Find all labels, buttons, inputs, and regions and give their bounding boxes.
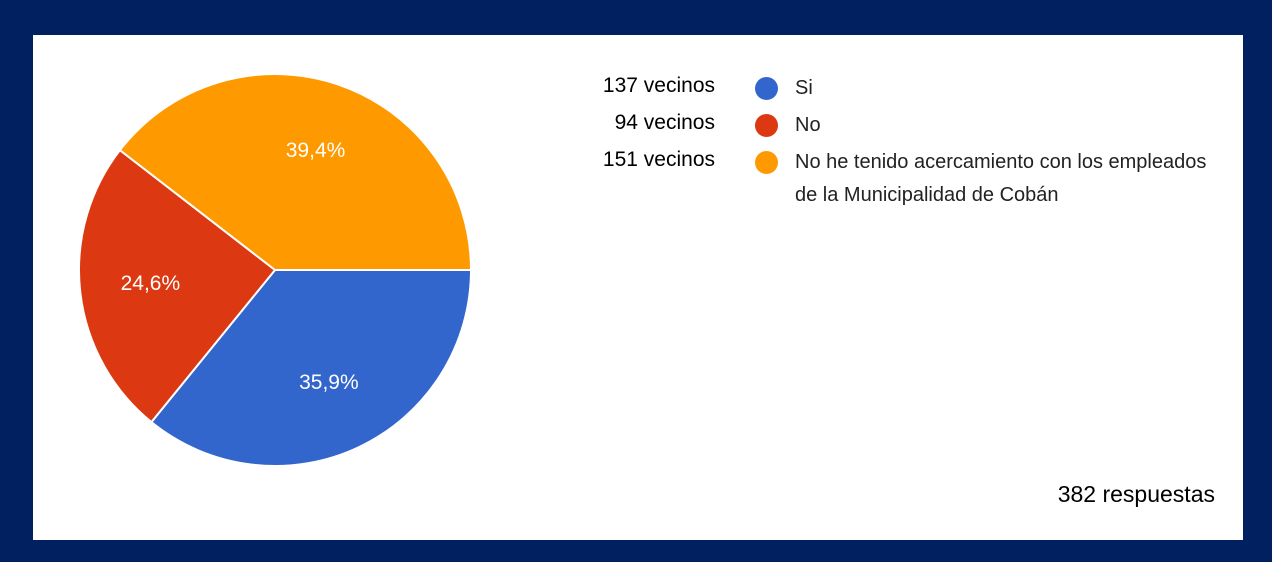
count-no-acercamiento: 151 vecinos (602, 148, 715, 171)
count-no: 94 vecinos (614, 111, 715, 134)
slice-no[interactable] (78, 148, 277, 424)
legend-item-si[interactable]: Si (755, 72, 1215, 105)
slice-si[interactable] (149, 269, 473, 467)
slice-label-no-acercamiento: 39,4% (286, 139, 346, 162)
legend-label-no: No (795, 114, 821, 136)
legend-label-si: Si (795, 77, 813, 99)
pie-chart: 35,9% 24,6% 39,4% (78, 73, 473, 467)
legend-item-no[interactable]: No (755, 109, 1215, 142)
legend-label-no-acercamiento: No he tenido acercamiento con los emplea… (795, 151, 1207, 206)
legend-swatch-si (755, 77, 778, 100)
slice-label-no: 24,6% (121, 272, 181, 295)
count-si: 137 vecinos (602, 74, 715, 97)
legend: Si No No he tenido acercamiento con los … (755, 72, 1215, 216)
slice-label-si: 35,9% (299, 371, 359, 394)
total-responses: 382 respuestas (1057, 481, 1215, 507)
legend-item-no-acercamiento[interactable]: No he tenido acercamiento con los emplea… (755, 146, 1215, 212)
chart-panel: 35,9% 24,6% 39,4% 137 vecinos 94 vecinos 1… (33, 35, 1243, 540)
legend-swatch-no (755, 114, 778, 137)
legend-swatch-no-acercamiento (755, 151, 778, 174)
slice-no-acercamiento[interactable] (118, 73, 473, 271)
response-counts: 137 vecinos 94 vecinos 151 vecinos (553, 67, 715, 178)
